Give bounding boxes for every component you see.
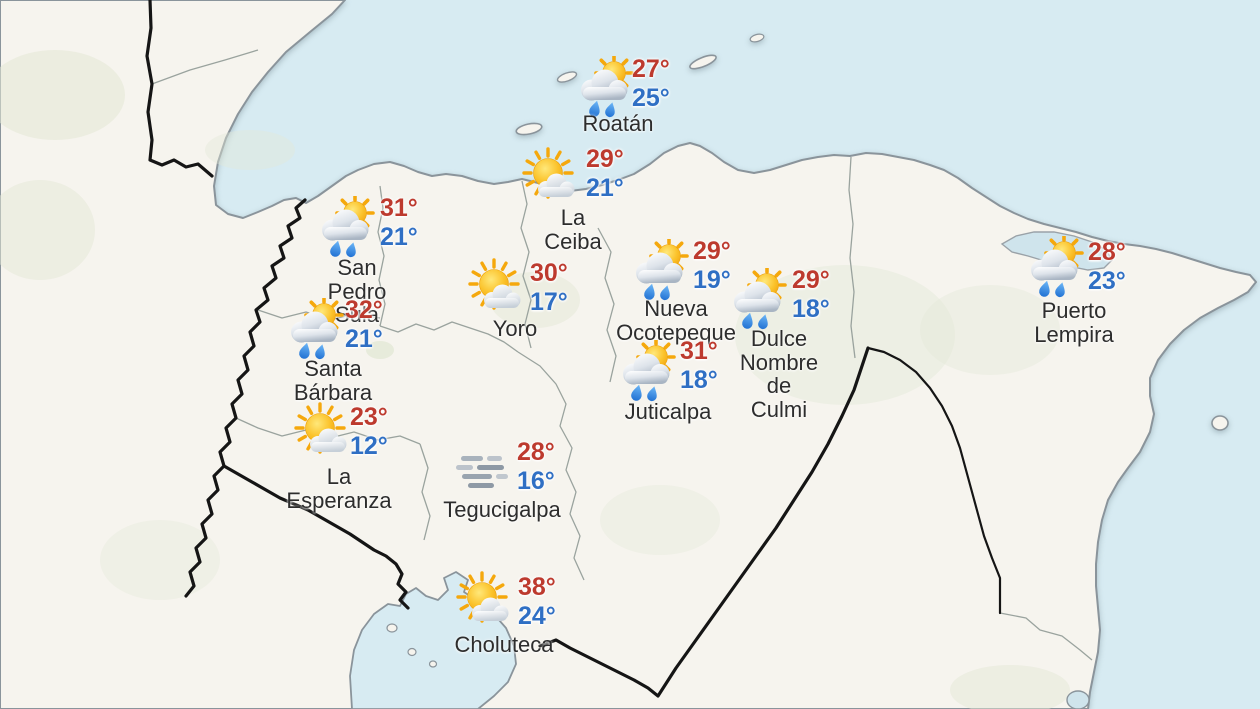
high-temp: 28° bbox=[517, 438, 555, 466]
city-label: Tegucigalpa bbox=[443, 497, 561, 522]
high-temp: 27° bbox=[632, 55, 670, 83]
temperature-readout: 28° 16° bbox=[517, 438, 555, 496]
temperature-readout: 29° 21° bbox=[586, 145, 624, 203]
low-temp: 21° bbox=[380, 223, 418, 251]
city-label: Nueva Ocotepeque bbox=[616, 296, 736, 345]
high-temp: 29° bbox=[792, 266, 830, 294]
high-temp: 23° bbox=[350, 403, 388, 431]
city-label: La Ceiba bbox=[544, 205, 602, 254]
city-label: Santa Bárbara bbox=[293, 356, 373, 405]
partly-sunny-icon bbox=[465, 257, 529, 321]
low-temp: 25° bbox=[632, 84, 670, 112]
low-temp: 18° bbox=[680, 366, 718, 394]
country-borders bbox=[145, 0, 1002, 698]
city-label: La Esperanza bbox=[286, 464, 392, 513]
high-temp: 31° bbox=[380, 194, 418, 222]
city-label: Dulce Nombre de Culmi bbox=[739, 326, 819, 422]
partly-sunny-icon bbox=[453, 570, 517, 634]
partly-sunny-rain-icon bbox=[1024, 236, 1088, 300]
city-label: San Pedro Sula bbox=[327, 255, 387, 327]
partly-sunny-rain-icon bbox=[727, 268, 791, 332]
temperature-readout: 23° 12° bbox=[350, 403, 388, 461]
temperature-readout: 28° 23° bbox=[1088, 238, 1126, 296]
high-temp: 30° bbox=[530, 259, 568, 287]
partly-sunny-rain-icon bbox=[629, 239, 693, 303]
temperature-readout: 29° 18° bbox=[792, 266, 830, 324]
terrain-green-patches bbox=[0, 50, 1070, 709]
city-label: Juticalpa bbox=[624, 399, 712, 424]
high-temp: 28° bbox=[1088, 238, 1126, 266]
temperature-readout: 32° 21° bbox=[345, 296, 383, 354]
low-temp: 18° bbox=[792, 295, 830, 323]
low-temp: 21° bbox=[345, 325, 383, 353]
high-temp: 38° bbox=[518, 573, 556, 601]
partly-sunny-icon bbox=[291, 401, 355, 465]
city-label: Roatán bbox=[582, 111, 654, 136]
fog-icon bbox=[453, 438, 517, 502]
partly-sunny-rain-icon bbox=[284, 298, 348, 362]
temperature-readout: 29° 19° bbox=[693, 237, 731, 295]
high-temp: 31° bbox=[680, 337, 718, 365]
temperature-readout: 31° 21° bbox=[380, 194, 418, 252]
low-temp: 17° bbox=[530, 288, 568, 316]
temperature-readout: 38° 24° bbox=[518, 573, 556, 631]
low-temp: 23° bbox=[1088, 267, 1126, 295]
high-temp: 29° bbox=[693, 237, 731, 265]
high-temp: 32° bbox=[345, 296, 383, 324]
partly-sunny-icon bbox=[519, 146, 583, 210]
low-temp: 19° bbox=[693, 266, 731, 294]
high-temp: 29° bbox=[586, 145, 624, 173]
partly-sunny-rain-icon bbox=[616, 340, 680, 404]
city-label: Choluteca bbox=[454, 632, 554, 657]
department-borders bbox=[151, 49, 1093, 661]
partly-sunny-rain-icon bbox=[315, 196, 379, 260]
city-label: Puerto Lempira bbox=[1034, 298, 1114, 347]
low-temp: 21° bbox=[586, 174, 624, 202]
temperature-readout: 30° 17° bbox=[530, 259, 568, 317]
temperature-readout: 31° 18° bbox=[680, 337, 718, 395]
low-temp: 12° bbox=[350, 432, 388, 460]
city-label: Yoro bbox=[492, 316, 538, 341]
temperature-readout: 27° 25° bbox=[632, 55, 670, 113]
low-temp: 24° bbox=[518, 602, 556, 630]
low-temp: 16° bbox=[517, 467, 555, 495]
